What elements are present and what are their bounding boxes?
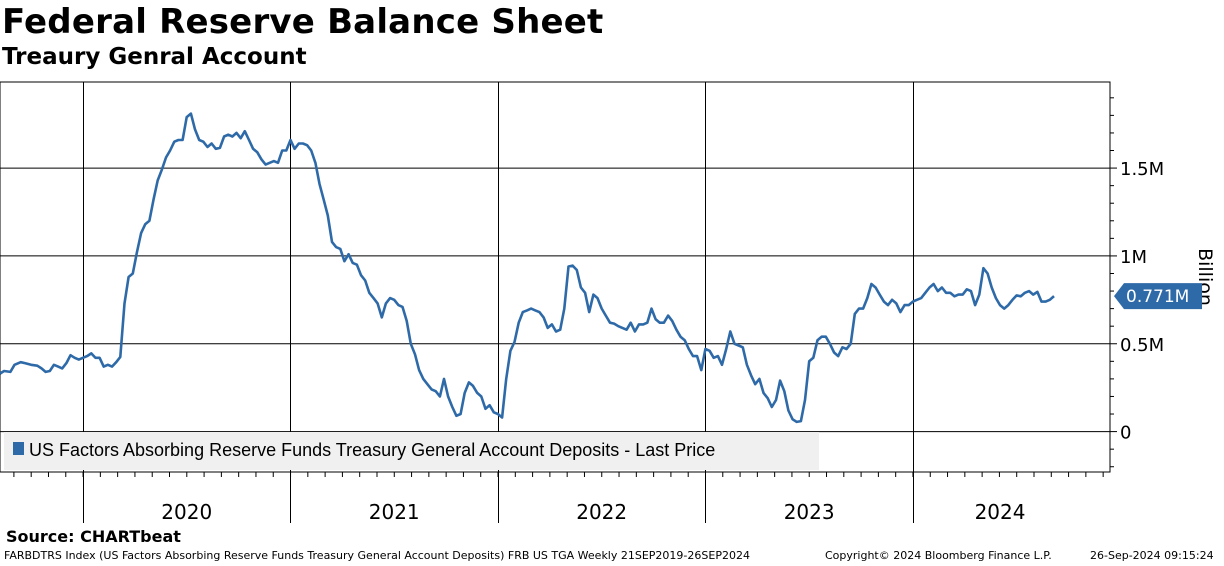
y-axis: 0 0.5M 1M 1.5M [1110,97,1164,468]
x-tick-label: 2021 [369,500,420,524]
y-tick-label: 0 [1120,423,1131,444]
copyright: Copyright© 2024 Bloomberg Finance L.P. [825,549,1052,562]
legend: US Factors Absorbing Reserve Funds Treas… [4,432,819,470]
chart-subtitle: Treaury Genral Account [2,44,307,70]
last-price-marker [1114,283,1202,310]
x-tick-label: 2024 [975,500,1026,524]
x-tick-label: 2022 [576,500,627,524]
source-note: Source: CHARTbeat [6,527,181,546]
y-tick-label: 1.5M [1120,159,1164,180]
timestamp: 26-Sep-2024 09:15:24 [1090,549,1214,562]
series-description: FARBDTRS Index (US Factors Absorbing Res… [4,549,750,562]
plot-frame [0,81,1111,473]
x-tick-label: 2023 [784,500,835,524]
x-tick-label: 2020 [161,500,212,524]
series-layer [0,112,1055,424]
last-price-tag: 0.771M [1114,283,1202,310]
y-tick-label: 0.5M [1120,335,1164,356]
legend-label: US Factors Absorbing Reserve Funds Treas… [29,440,715,460]
chart-title: Federal Reserve Balance Sheet [2,2,604,42]
y-tick-label: 1M [1120,247,1147,268]
legend-swatch [13,442,24,455]
series-line [0,112,1055,424]
legend-box [4,432,819,470]
x-axis: 2020 2021 2022 2023 2024 [13,472,1104,524]
last-price-label: 0.771M [1126,287,1189,307]
